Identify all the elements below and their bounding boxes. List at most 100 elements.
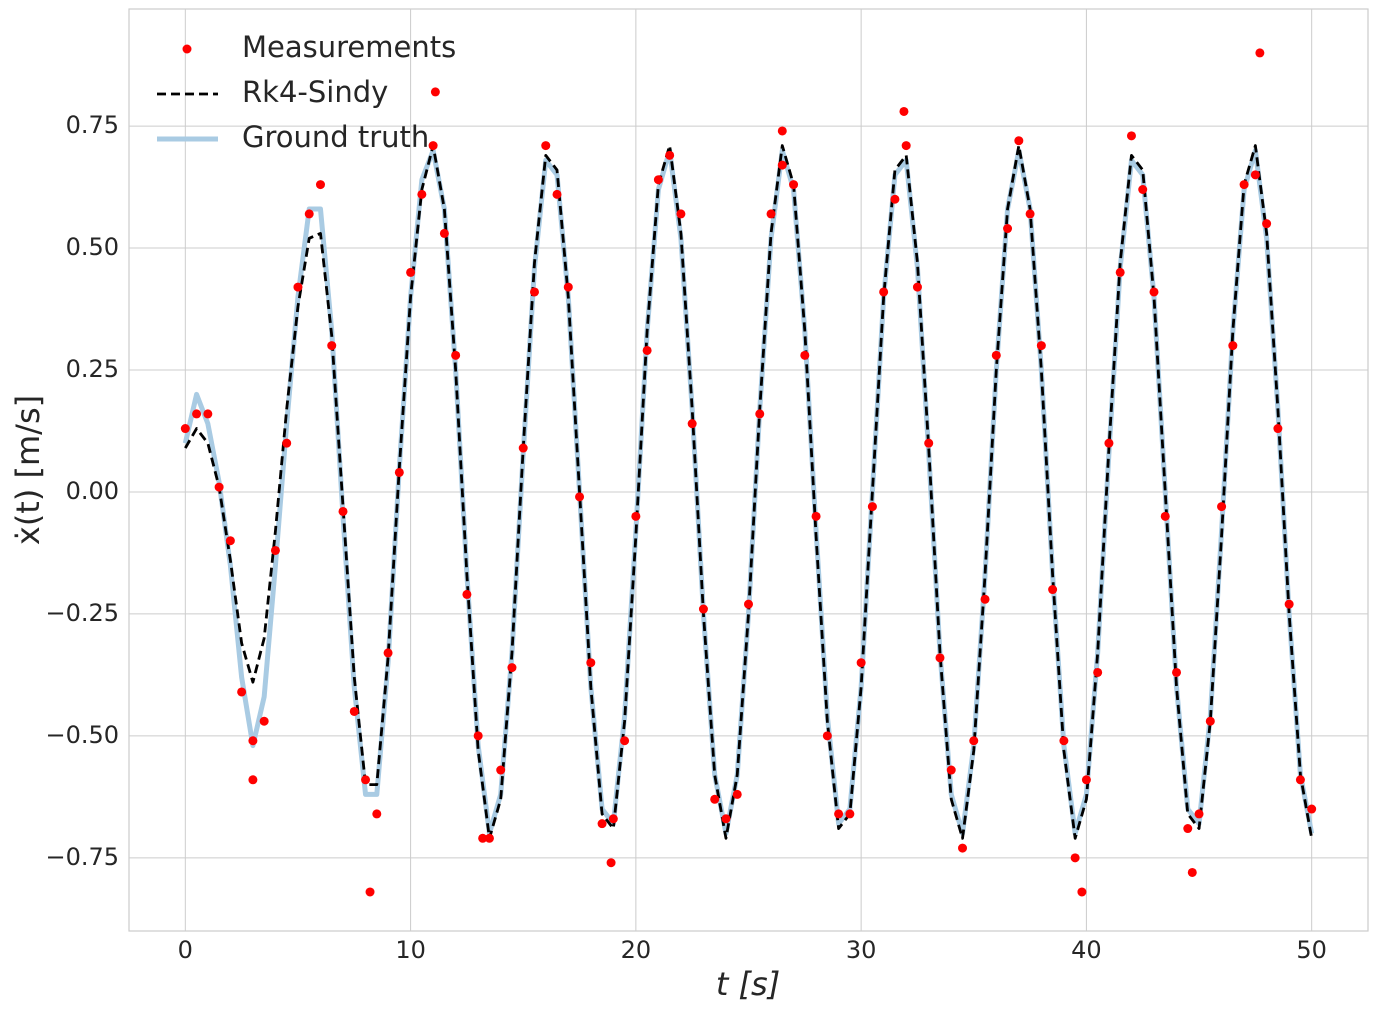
measurement-point [349, 706, 359, 716]
measurement-point [912, 282, 922, 292]
measurement-point [822, 731, 832, 741]
measurement-point [365, 887, 375, 897]
measurement-point [755, 409, 765, 419]
measurement-point [1250, 170, 1260, 180]
measurement-point [721, 814, 731, 824]
measurement-point [406, 267, 416, 277]
x-tick-label: 30 [846, 936, 877, 964]
measurement-point [980, 594, 990, 604]
measurement-point [1126, 131, 1136, 141]
measurement-point [563, 282, 573, 292]
measurement-point [766, 209, 776, 219]
measurement-point [777, 160, 787, 170]
measurement-point [1239, 180, 1249, 190]
measurement-point [338, 506, 348, 516]
measurement-point [259, 716, 269, 726]
measurement-point [282, 438, 292, 448]
legend-label: Rk4-Sindy [242, 75, 388, 109]
measurement-point [631, 511, 641, 521]
measurement-point [1217, 502, 1227, 512]
legend-label: Measurements [242, 30, 456, 64]
measurement-point [1187, 867, 1197, 877]
measurement-point [529, 287, 539, 297]
measurement-point [203, 409, 213, 419]
measurement-point [496, 765, 506, 775]
measurement-point [687, 419, 697, 429]
measurement-point [642, 345, 652, 355]
measurement-point [879, 287, 889, 297]
measurement-point [1295, 775, 1305, 785]
measurement-point [1093, 667, 1103, 677]
measurement-point [958, 843, 968, 853]
measurement-point [417, 189, 427, 199]
measurement-point [845, 809, 855, 819]
measurement-point [1183, 824, 1193, 834]
measurement-point [507, 663, 517, 673]
measurement-point [575, 492, 585, 502]
measurement-point [315, 180, 325, 190]
measurement-point [361, 775, 371, 785]
marks [180, 48, 1317, 897]
measurement-point [1273, 424, 1283, 434]
measurement-point [451, 350, 461, 360]
measurement-point [811, 511, 821, 521]
measurement-point [1194, 809, 1204, 819]
measurement-point [732, 789, 742, 799]
legend-marker [182, 44, 192, 54]
measurement-point [383, 648, 393, 658]
measurement-point [969, 736, 979, 746]
y-tick-label: 0.00 [66, 477, 119, 505]
x-tick-label: 20 [621, 936, 652, 964]
measurement-point [225, 536, 235, 546]
measurement-point [1104, 438, 1114, 448]
measurement-point [248, 775, 258, 785]
measurement-point [744, 599, 753, 609]
measurement-point [597, 819, 607, 829]
measurement-point [710, 794, 720, 804]
measurement-point [214, 482, 224, 492]
y-axis-label: ẋ(t) [m/s] [9, 395, 47, 545]
measurement-point [1048, 585, 1058, 595]
measurement-point [1172, 667, 1182, 677]
measurement-point [676, 209, 686, 219]
measurement-point [1160, 511, 1170, 521]
measurement-point [1077, 887, 1087, 897]
measurement-point [698, 604, 708, 614]
line-series [182, 147, 1315, 836]
measurement-point [606, 858, 616, 868]
measurement-point [1255, 48, 1265, 58]
y-tick-label: 0.25 [66, 355, 119, 383]
measurement-point [1070, 853, 1080, 863]
measurement-point [478, 833, 488, 843]
measurement-point [1025, 209, 1035, 219]
measurement-point [777, 126, 787, 136]
measurement-point [430, 87, 440, 97]
measurement-point [1059, 736, 1069, 746]
legend-label: Ground truth [242, 120, 429, 154]
measurement-point [1138, 184, 1148, 194]
measurement-point [586, 658, 596, 668]
measurement-point [293, 282, 303, 292]
measurement-point [484, 833, 494, 843]
measurement-point [946, 765, 956, 775]
y-tick-label: −0.25 [45, 599, 119, 627]
measurement-point [1228, 341, 1238, 351]
grid: 0 10 20 30 40 50 −0.75 −0.50 −0.25 0.00 0.25 0.50 0.… [45, 9, 1368, 964]
measurement-point [541, 141, 551, 151]
measurement-point [248, 736, 258, 746]
measurement-point [1036, 341, 1046, 351]
measurement-point [991, 350, 1001, 360]
measurement-point [856, 658, 866, 668]
y-tick-label: 0.75 [66, 111, 119, 139]
x-tick-label: 10 [395, 936, 426, 964]
measurement-point [428, 141, 438, 151]
x-tick-label: 50 [1296, 936, 1327, 964]
legend: Measurements Rk4-Sindy Ground truth [157, 30, 456, 154]
measurement-point [1014, 136, 1024, 146]
measurement-point [237, 687, 247, 697]
x-axis-label: t [s] [716, 965, 780, 1003]
measurement-point [834, 809, 844, 819]
measurement-point [620, 736, 630, 746]
measurement-point [665, 150, 675, 160]
x-tick-label: 40 [1071, 936, 1102, 964]
